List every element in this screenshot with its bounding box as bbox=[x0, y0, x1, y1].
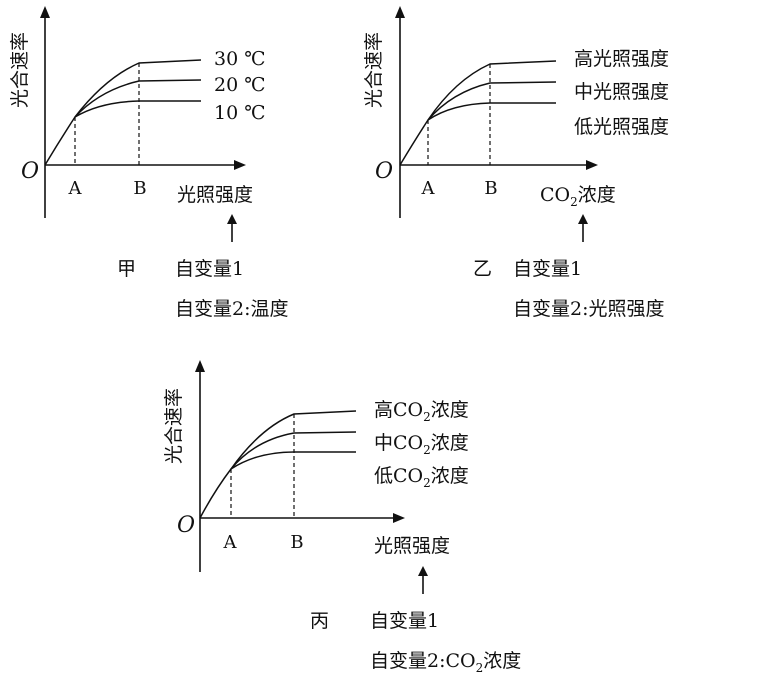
y-axis-label: 光合速率 bbox=[9, 32, 31, 108]
variable-1-label: 自变量1 bbox=[175, 258, 244, 280]
curve-label-10c: 10 ℃ bbox=[214, 102, 265, 124]
curve-label-low-co2: 低CO2浓度 bbox=[374, 465, 469, 490]
x-axis-arrow bbox=[586, 160, 598, 170]
panel-name: 乙 bbox=[473, 258, 492, 280]
curve-low-light bbox=[427, 102, 556, 121]
variable-2-label: 自变量2:温度 bbox=[175, 298, 289, 320]
variable-2-label: 自变量2:光照强度 bbox=[513, 298, 665, 320]
tick-label-a: A bbox=[68, 178, 83, 199]
curve-high-light bbox=[399, 60, 557, 166]
x-axis-label: 光照强度 bbox=[177, 184, 253, 206]
curve-mid-co2 bbox=[230, 431, 357, 470]
panel-bing: O 光合速率 A B 光照强度 高CO2浓度 中CO2浓度 低CO2浓度 丙 自… bbox=[163, 360, 521, 675]
curve-label-mid-co2: 中CO2浓度 bbox=[374, 432, 469, 457]
curve-30c bbox=[44, 59, 202, 166]
curve-10c bbox=[74, 100, 201, 118]
pointer-arrow-head bbox=[578, 214, 588, 224]
x-axis-arrow bbox=[393, 513, 405, 523]
curve-label-high-co2: 高CO2浓度 bbox=[374, 399, 469, 424]
panel-yi: O 光合速率 A B CO2浓度 高光照强度 中光照强度 低光照强度 乙 自变量… bbox=[363, 6, 669, 320]
curve-label-low: 低光照强度 bbox=[574, 116, 669, 138]
panel-jia: O 光合速率 A B 光照强度 30 ℃ 20 ℃ 10 ℃ 甲 自变量1 自变… bbox=[9, 6, 289, 320]
tick-label-a: A bbox=[223, 532, 238, 553]
panel-name: 丙 bbox=[310, 610, 329, 632]
origin-label: O bbox=[375, 159, 393, 184]
origin-label: O bbox=[21, 159, 39, 184]
curve-high-co2 bbox=[199, 410, 357, 519]
origin-label: O bbox=[177, 513, 195, 538]
x-axis-arrow bbox=[234, 160, 246, 170]
variable-1-label: 自变量1 bbox=[513, 258, 582, 280]
curve-20c bbox=[74, 79, 202, 118]
pointer-arrow-head bbox=[227, 214, 237, 224]
x-axis-label: CO2浓度 bbox=[540, 184, 616, 209]
variable-2-label: 自变量2:CO2浓度 bbox=[370, 650, 521, 675]
tick-label-b: B bbox=[484, 178, 497, 199]
curve-label-mid: 中光照强度 bbox=[574, 81, 669, 103]
y-axis-arrow bbox=[395, 6, 405, 18]
tick-label-b: B bbox=[133, 178, 146, 199]
y-axis-label: 光合速率 bbox=[163, 388, 185, 464]
tick-label-a: A bbox=[421, 178, 436, 199]
tick-label-b: B bbox=[290, 532, 303, 553]
y-axis-label: 光合速率 bbox=[363, 32, 385, 108]
curve-label-high: 高光照强度 bbox=[574, 48, 669, 70]
x-axis-label: 光照强度 bbox=[374, 535, 450, 557]
variable-1-label: 自变量1 bbox=[370, 610, 439, 632]
pointer-arrow-head bbox=[418, 566, 428, 576]
curve-label-30c: 30 ℃ bbox=[214, 48, 265, 70]
curve-mid-light bbox=[427, 81, 557, 121]
panel-name: 甲 bbox=[117, 258, 136, 280]
curve-label-20c: 20 ℃ bbox=[214, 74, 265, 96]
y-axis-arrow bbox=[40, 6, 50, 18]
y-axis-arrow bbox=[195, 360, 205, 372]
